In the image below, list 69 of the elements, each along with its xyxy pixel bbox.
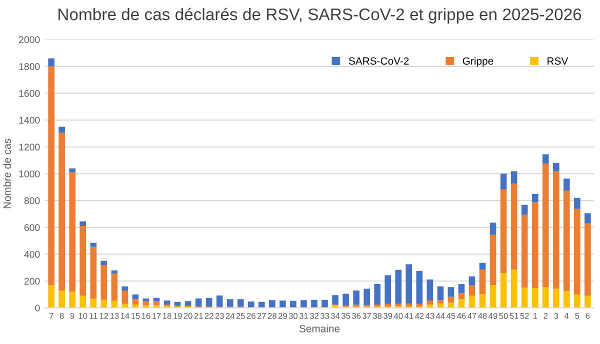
y-tick-label: 1600 xyxy=(19,90,40,97)
x-tick-label: 40 xyxy=(394,312,403,319)
y-axis-title: Nombre de cas xyxy=(3,138,11,208)
x-tick-label: 22 xyxy=(204,312,214,319)
x-tick-label: 45 xyxy=(446,313,456,319)
x-tick-label: 51 xyxy=(510,313,518,319)
x-tick-label: 15 xyxy=(131,313,140,319)
legend-label: SARS-CoV-2 xyxy=(348,57,409,65)
x-tick-label: 47 xyxy=(468,313,476,319)
x-tick-label: 12 xyxy=(100,312,108,319)
x-tick-label: 1 xyxy=(533,313,538,319)
x-tick-label: 29 xyxy=(278,312,287,319)
x-tick-label: 24 xyxy=(226,312,234,319)
x-tick-label: 46 xyxy=(457,312,466,319)
x-tick-label: 35 xyxy=(341,312,350,319)
y-tick-label: 0 xyxy=(35,304,40,312)
x-tick-label: 39 xyxy=(384,312,392,319)
x-tick-label: 3 xyxy=(554,312,558,319)
x-tick-label: 36 xyxy=(352,312,361,319)
y-tick-label: 1200 xyxy=(19,144,40,151)
x-tick-label: 32 xyxy=(310,312,318,319)
x-tick-label: 20 xyxy=(184,312,192,319)
x-tick-label: 37 xyxy=(362,312,372,319)
y-tick-label: 400 xyxy=(24,250,40,258)
y-tick-label: 800 xyxy=(24,197,40,204)
x-tick-label: 25 xyxy=(236,312,245,319)
x-tick-label: 27 xyxy=(257,312,266,319)
x-tick-label: 34 xyxy=(330,312,340,319)
x-tick-label: 18 xyxy=(163,312,172,319)
y-tick-label: 600 xyxy=(24,224,40,232)
x-tick-label: 28 xyxy=(268,312,276,319)
legend-label: RSV xyxy=(548,57,568,65)
x-tick-label: 52 xyxy=(520,312,529,319)
x-tick-label: 6 xyxy=(586,312,590,319)
x-tick-label: 17 xyxy=(152,313,161,319)
y-tick-label: 200 xyxy=(24,278,40,285)
x-tick-label: 13 xyxy=(110,312,119,319)
x-tick-label: 43 xyxy=(425,312,434,319)
x-tick-label: 21 xyxy=(194,312,203,319)
y-tick-label: 1000 xyxy=(19,170,40,178)
x-tick-label: 10 xyxy=(78,312,88,319)
x-tick-label: 7 xyxy=(49,313,54,319)
x-tick-label: 48 xyxy=(478,312,487,319)
x-tick-label: 30 xyxy=(288,312,298,319)
x-tick-label: 41 xyxy=(404,313,414,319)
x-tick-label: 9 xyxy=(70,312,74,319)
x-tick-label: 42 xyxy=(414,312,424,319)
y-tick-label: 2000 xyxy=(19,36,40,44)
y-tick-label: 1400 xyxy=(19,116,40,124)
x-axis-title: Semaine xyxy=(299,324,340,332)
x-tick-label: 49 xyxy=(488,312,498,319)
x-tick-label: 16 xyxy=(142,312,150,319)
x-tick-label: 50 xyxy=(499,312,508,319)
x-tick-label: 38 xyxy=(373,312,382,319)
x-tick-label: 23 xyxy=(215,312,224,319)
legend-label: Grippe xyxy=(462,57,494,67)
x-tick-label: 44 xyxy=(436,313,445,319)
x-tick-label: 31 xyxy=(299,312,308,319)
y-tick-label: 1800 xyxy=(19,63,40,70)
x-tick-label: 2 xyxy=(544,312,548,319)
x-tick-label: 14 xyxy=(120,313,130,319)
chart-title: Nombre de cas déclarés de RSV, SARS-CoV-2 et grippe en 2025-2026 xyxy=(58,8,582,24)
x-tick-label: 8 xyxy=(60,312,64,319)
x-tick-label: 4 xyxy=(564,313,569,319)
x-tick-label: 5 xyxy=(575,313,580,319)
x-tick-label: 19 xyxy=(174,312,182,319)
x-tick-label: 33 xyxy=(320,312,330,319)
x-tick-label: 26 xyxy=(246,312,256,319)
x-tick-label: 11 xyxy=(90,313,98,319)
